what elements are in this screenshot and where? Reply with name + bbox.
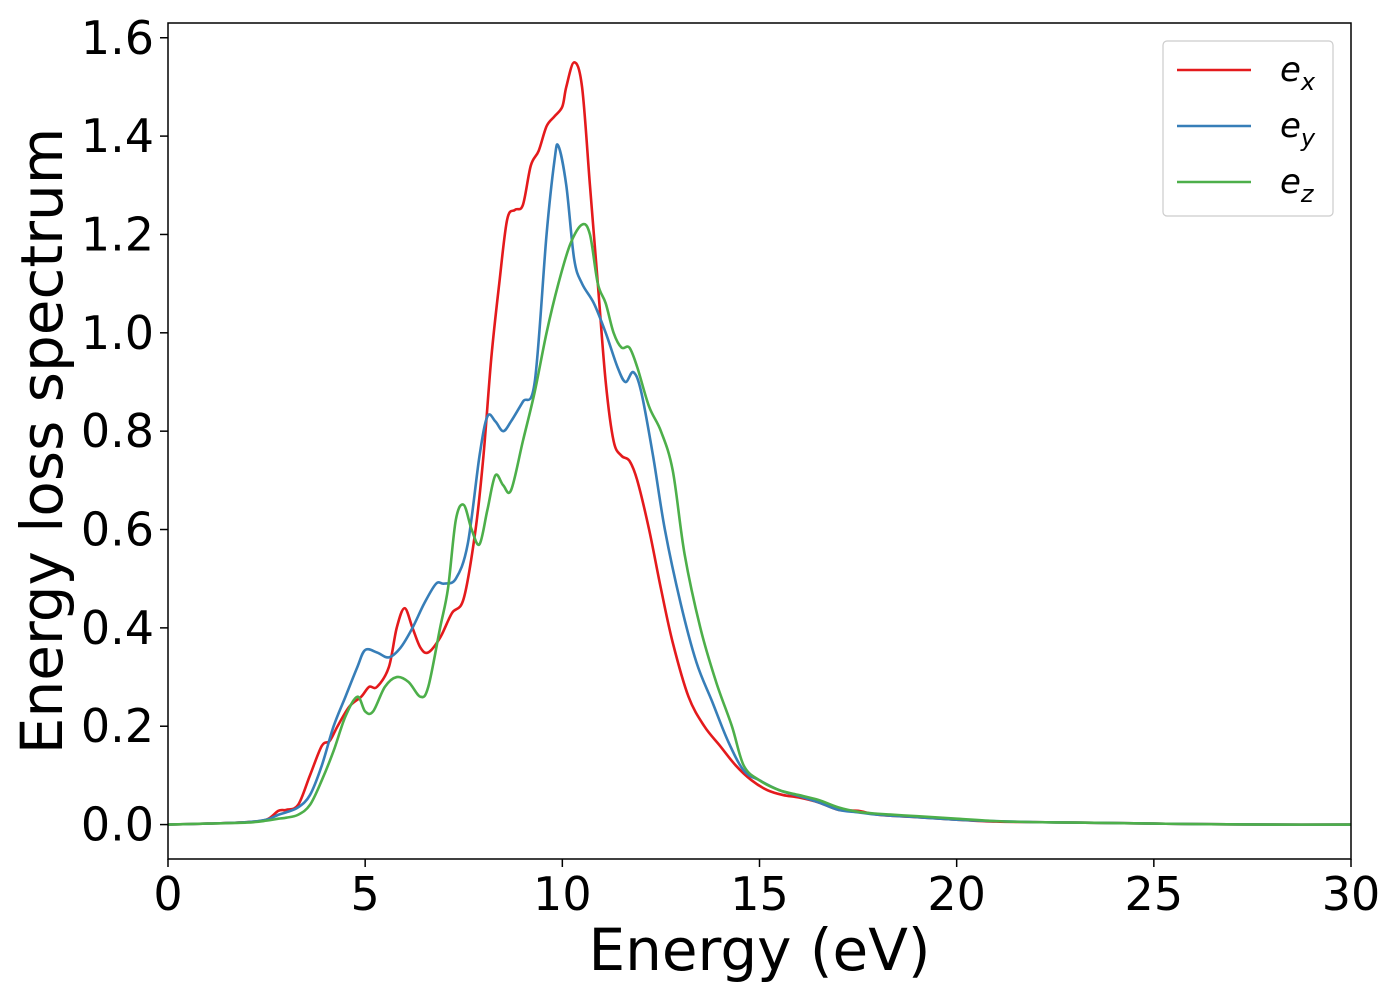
legend: ex ey ez [1162,40,1334,217]
x-tick-label: 30 [1322,867,1381,921]
plot-area [168,61,1351,826]
legend-label-x: ex [1280,50,1316,96]
y-tick-label: 0.2 [81,699,154,753]
y-tick-label: 0.4 [81,601,154,655]
x-axis-title: Energy (eV) [588,916,930,984]
x-tick-label: 5 [351,867,380,921]
y-tick-label: 0.8 [81,404,154,458]
x-tick-label: 25 [1125,867,1184,921]
x-tick-label: 20 [927,867,986,921]
y-tick-label: 1.0 [81,306,154,360]
y-tick-label: 1.6 [81,11,154,65]
y-axis-ticks: 0.0 0.2 0.4 0.6 0.8 1.0 1.2 1.4 1.6 [81,11,168,852]
x-tick-label: 0 [153,867,182,921]
legend-label-y: ey [1280,106,1316,152]
y-tick-label: 0.0 [81,798,154,852]
y-tick-label: 1.2 [81,207,154,261]
y-tick-label: 1.4 [81,109,154,163]
axes-frame [167,22,1352,860]
series-line-z [168,222,1351,826]
y-tick-label: 0.6 [81,503,154,557]
x-tick-label: 10 [533,867,592,921]
legend-label-z: ez [1280,162,1315,208]
y-axis-title: Energy loss spectrum [8,128,76,754]
legend-box [1162,40,1334,217]
x-tick-label: 15 [730,867,789,921]
x-axis-ticks: 0 5 10 15 20 25 30 [153,859,1380,921]
series-line-y [168,143,1351,826]
